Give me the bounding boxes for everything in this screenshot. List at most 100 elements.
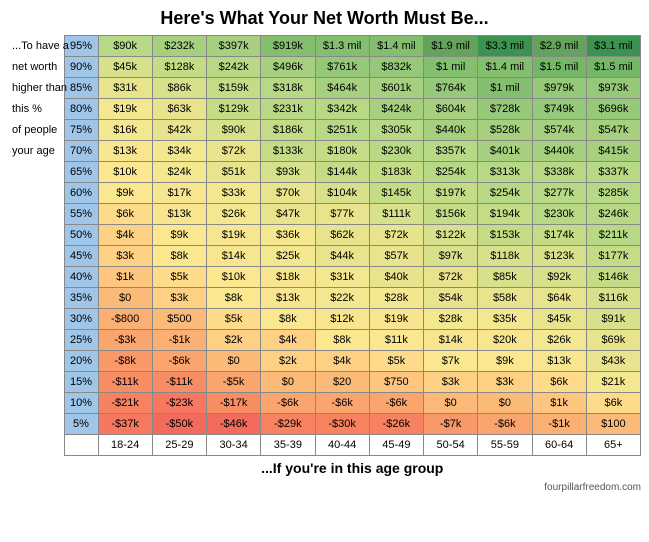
heatmap-cell: $696k bbox=[586, 99, 640, 120]
heatmap-cell: $86k bbox=[152, 78, 206, 99]
heatmap-cell: $761k bbox=[315, 57, 369, 78]
heatmap-cell: $3k bbox=[98, 246, 152, 267]
row-lead-text bbox=[8, 351, 64, 372]
heatmap-cell: $64k bbox=[532, 288, 586, 309]
heatmap-cell: $464k bbox=[315, 78, 369, 99]
heatmap-cell: $973k bbox=[586, 78, 640, 99]
heatmap-cell: $111k bbox=[369, 204, 423, 225]
networth-heatmap: ...To have a95%$90k$232k$397k$919k$1.3 m… bbox=[8, 35, 641, 480]
heatmap-cell: $72k bbox=[424, 267, 478, 288]
heatmap-cell: -$30k bbox=[315, 414, 369, 435]
heatmap-cell: $3k bbox=[152, 288, 206, 309]
heatmap-cell: -$1k bbox=[532, 414, 586, 435]
percentile-label: 30% bbox=[64, 309, 98, 330]
heatmap-cell: $25k bbox=[261, 246, 315, 267]
heatmap-cell: $63k bbox=[152, 99, 206, 120]
heatmap-cell: $10k bbox=[98, 162, 152, 183]
heatmap-cell: $246k bbox=[586, 204, 640, 225]
heatmap-cell: $133k bbox=[261, 141, 315, 162]
heatmap-cell: $72k bbox=[369, 225, 423, 246]
heatmap-cell: $4k bbox=[261, 330, 315, 351]
heatmap-cell: $5k bbox=[207, 309, 261, 330]
heatmap-cell: -$1k bbox=[152, 330, 206, 351]
row-lead-text: higher than bbox=[8, 78, 64, 99]
heatmap-cell: $313k bbox=[478, 162, 532, 183]
heatmap-cell: $500 bbox=[152, 309, 206, 330]
heatmap-cell: $58k bbox=[478, 288, 532, 309]
row-lead-text bbox=[8, 246, 64, 267]
heatmap-cell: $254k bbox=[424, 162, 478, 183]
heatmap-cell: $43k bbox=[586, 351, 640, 372]
row-lead-text: this % bbox=[8, 99, 64, 120]
heatmap-cell: $118k bbox=[478, 246, 532, 267]
heatmap-cell: -$50k bbox=[152, 414, 206, 435]
heatmap-cell: -$23k bbox=[152, 393, 206, 414]
heatmap-cell: -$7k bbox=[424, 414, 478, 435]
heatmap-cell: $62k bbox=[315, 225, 369, 246]
heatmap-cell: $832k bbox=[369, 57, 423, 78]
heatmap-cell: $3.1 mil bbox=[586, 36, 640, 57]
age-group-label: 30-34 bbox=[207, 435, 261, 456]
heatmap-cell: -$11k bbox=[152, 372, 206, 393]
heatmap-cell: $13k bbox=[532, 351, 586, 372]
age-group-label: 18-24 bbox=[98, 435, 152, 456]
heatmap-cell: $601k bbox=[369, 78, 423, 99]
heatmap-cell: $54k bbox=[424, 288, 478, 309]
heatmap-cell: $749k bbox=[532, 99, 586, 120]
heatmap-cell: $92k bbox=[532, 267, 586, 288]
attribution: fourpillarfreedom.com bbox=[8, 482, 641, 493]
heatmap-cell: $104k bbox=[315, 183, 369, 204]
heatmap-cell: $3k bbox=[478, 372, 532, 393]
row-lead-text bbox=[8, 393, 64, 414]
heatmap-cell: $145k bbox=[369, 183, 423, 204]
heatmap-cell: $31k bbox=[98, 78, 152, 99]
heatmap-cell: $156k bbox=[424, 204, 478, 225]
heatmap-cell: $35k bbox=[478, 309, 532, 330]
heatmap-cell: $31k bbox=[315, 267, 369, 288]
heatmap-cell: $6k bbox=[98, 204, 152, 225]
percentile-label: 65% bbox=[64, 162, 98, 183]
percentile-label: 90% bbox=[64, 57, 98, 78]
heatmap-cell: $401k bbox=[478, 141, 532, 162]
heatmap-cell: $13k bbox=[261, 288, 315, 309]
heatmap-cell: $146k bbox=[586, 267, 640, 288]
heatmap-cell: $1.3 mil bbox=[315, 36, 369, 57]
heatmap-cell: $337k bbox=[586, 162, 640, 183]
heatmap-cell: $97k bbox=[424, 246, 478, 267]
age-group-label: 55-59 bbox=[478, 435, 532, 456]
row-lead-text bbox=[8, 225, 64, 246]
heatmap-cell: $19k bbox=[98, 99, 152, 120]
heatmap-cell: $116k bbox=[586, 288, 640, 309]
heatmap-cell: $496k bbox=[261, 57, 315, 78]
heatmap-cell: $9k bbox=[98, 183, 152, 204]
heatmap-cell: $18k bbox=[261, 267, 315, 288]
blank-cell bbox=[64, 435, 98, 456]
heatmap-cell: $251k bbox=[315, 120, 369, 141]
age-group-label: 45-49 bbox=[369, 435, 423, 456]
heatmap-cell: $1.5 mil bbox=[532, 57, 586, 78]
age-group-label: 25-29 bbox=[152, 435, 206, 456]
percentile-label: 35% bbox=[64, 288, 98, 309]
heatmap-cell: $2k bbox=[207, 330, 261, 351]
percentile-label: 5% bbox=[64, 414, 98, 435]
heatmap-cell: $2.9 mil bbox=[532, 36, 586, 57]
heatmap-cell: $129k bbox=[207, 99, 261, 120]
heatmap-cell: $1 mil bbox=[424, 57, 478, 78]
heatmap-cell: $69k bbox=[586, 330, 640, 351]
percentile-label: 75% bbox=[64, 120, 98, 141]
heatmap-cell: $91k bbox=[586, 309, 640, 330]
row-lead-text bbox=[8, 435, 64, 456]
heatmap-cell: $919k bbox=[261, 36, 315, 57]
percentile-label: 80% bbox=[64, 99, 98, 120]
heatmap-cell: $2k bbox=[261, 351, 315, 372]
heatmap-cell: $574k bbox=[532, 120, 586, 141]
heatmap-cell: $318k bbox=[261, 78, 315, 99]
heatmap-cell: -$3k bbox=[98, 330, 152, 351]
heatmap-cell: $305k bbox=[369, 120, 423, 141]
heatmap-cell: $57k bbox=[369, 246, 423, 267]
heatmap-cell: -$6k bbox=[261, 393, 315, 414]
row-lead-text bbox=[8, 309, 64, 330]
heatmap-cell: -$8k bbox=[98, 351, 152, 372]
heatmap-cell: -$6k bbox=[315, 393, 369, 414]
heatmap-cell: $51k bbox=[207, 162, 261, 183]
